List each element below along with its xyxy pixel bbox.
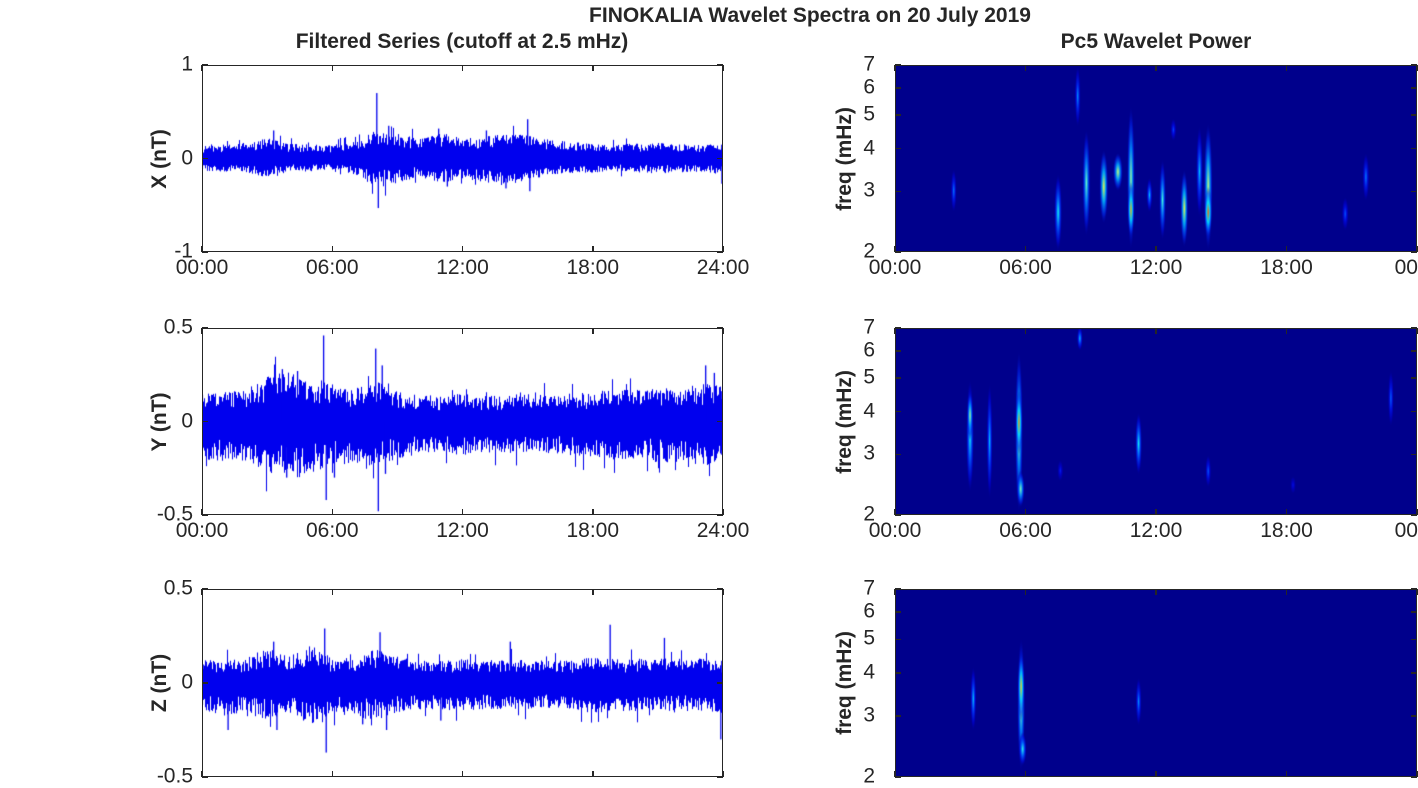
panel-filtered-series-x: 00:00 06:00 12:00 18:00 24:00 1 0 -1 X (nT) [148,53,749,279]
y-tick-label: 6 [863,338,875,362]
x-tick-label: 18:00 [1260,519,1313,542]
y-tick-label: 3 [863,703,875,727]
y-tick-label: 3 [863,178,875,202]
y-tick-label: -0.5 [156,764,193,788]
plot-canvas-pc5-wavelet-power-x [895,65,1417,252]
x-tick-label: 24:00 [696,519,750,542]
figure-title: FINOKALIA Wavelet Spectra on 20 July 201… [589,4,1031,27]
x-tick-label: 12:00 [1129,256,1183,279]
y-tick-label: 5 [863,627,875,651]
y-tick-label: 1 [181,52,193,76]
x-tick-label: 06:00 [999,519,1052,542]
panel-filtered-series-z: 0.5 0 -0.5 Z (nT) [148,577,724,788]
x-tick-label: 12:00 [436,256,489,279]
x-tick-label: 00:00 [868,256,922,279]
y-axis-label-pc5-wavelet-power-x: freq (mHz) [833,106,856,211]
x-tick-label: 00:00 [175,256,229,279]
x-tick-label: 18:00 [566,256,620,279]
y-tick-label: 5 [863,102,875,126]
x-tick-label: 06:00 [999,256,1052,279]
x-tick-label: 00:00 [868,519,922,542]
y-tick-label: 2 [863,764,875,788]
x-tick-label: 18:00 [566,519,620,542]
x-tick-label: 00 [1394,256,1418,279]
y-tick-label: 6 [863,599,875,623]
y-tick-label: 4 [863,136,875,160]
plot-canvas-pc5-wavelet-power-y [895,328,1417,515]
panel-pc5-wavelet-power-x: 00:00 06:00 12:00 18:00 00 7 6 5 4 3 2 freq (mHz) [833,53,1418,279]
x-tick-label: 24:00 [696,256,750,279]
y-axis-label-filtered-series-x: X (nT) [148,128,171,189]
filtered-series-title: Filtered Series (cutoff at 2.5 mHz) [295,30,629,53]
y-axis-label-filtered-series-y: Y (nT) [148,391,171,452]
x-tick-label: 00 [1394,519,1418,542]
y-tick-label: 5 [863,365,875,389]
y-tick-label: -0.5 [156,502,193,526]
panel-filtered-series-y: 00:00 06:00 12:00 18:00 24:00 0.5 0 -0.5 Y (nT) [148,316,749,542]
y-tick-label: 6 [863,75,875,99]
y-axis-label-pc5-wavelet-power-z: freq (mHz) [833,631,856,735]
y-tick-label: 0 [181,146,193,170]
y-tick-label: 0 [181,409,193,433]
plot-canvas-filtered-series-y [202,328,723,515]
x-tick-label: 12:00 [1129,519,1183,542]
plot-canvas-pc5-wavelet-power-z [895,589,1417,777]
x-tick-label: 06:00 [305,256,359,279]
y-tick-label: 3 [863,441,875,465]
y-axis-label-filtered-series-z: Z (nT) [148,653,171,713]
y-tick-label: 0.5 [163,576,193,600]
y-tick-label: 4 [863,399,875,423]
x-tick-label: 12:00 [436,519,489,542]
panel-pc5-wavelet-power-y: 00:00 06:00 12:00 18:00 00 7 6 5 4 3 2 freq (mHz) [833,316,1418,542]
y-tick-label: 7 [863,315,875,339]
y-tick-label: 7 [863,576,875,600]
x-tick-label: 06:00 [305,519,359,542]
panel-pc5-wavelet-power-z: 7 6 5 4 3 2 freq (mHz) [833,577,1418,788]
y-tick-label: 2 [863,502,875,526]
y-tick-label: 0 [181,670,193,694]
y-tick-label: 7 [863,52,875,76]
pc5-wavelet-power-title: Pc5 Wavelet Power [1060,30,1252,53]
x-tick-label: 00:00 [175,519,229,542]
y-axis-label-pc5-wavelet-power-y: freq (mHz) [833,369,856,474]
plot-canvas-filtered-series-z [202,589,723,777]
plot-canvas-filtered-series-x [202,65,723,252]
y-tick-label: 2 [863,239,875,263]
y-tick-label: 0.5 [163,315,193,339]
y-tick-label: 4 [863,660,875,684]
x-tick-label: 18:00 [1260,256,1313,279]
y-tick-label: -1 [174,239,193,263]
